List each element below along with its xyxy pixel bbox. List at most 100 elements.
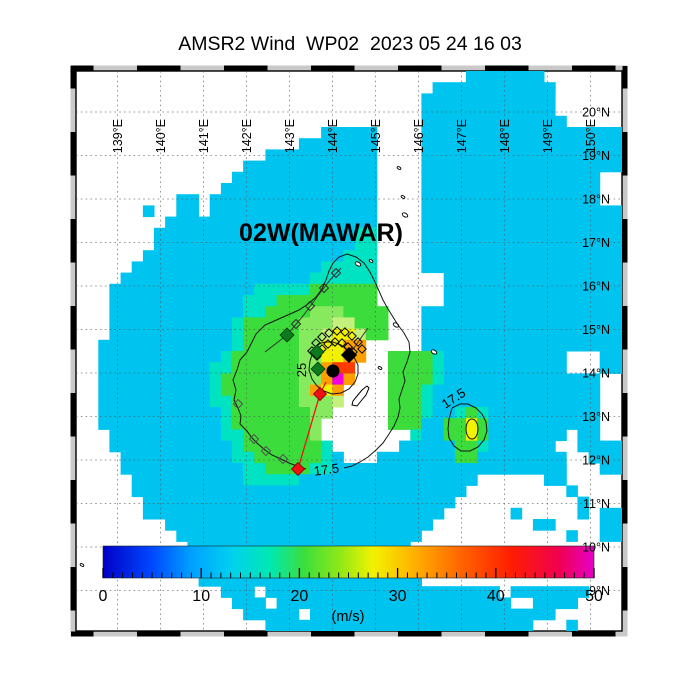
wind-cell-run [243, 295, 277, 307]
wind-cell-run [176, 205, 200, 218]
small-island-outline [430, 349, 438, 355]
analysis-position-diamond [309, 344, 325, 360]
wind-cell-run [254, 283, 311, 296]
wind-cell-run [577, 496, 589, 509]
wind-cell-run [466, 71, 545, 83]
wind-cell-run [243, 328, 300, 341]
wind-cell-run [298, 373, 322, 386]
wind-cell-run [243, 474, 300, 486]
wind-cell-run [232, 351, 300, 363]
wind-cell-run [154, 239, 356, 251]
wind-cell-run [232, 407, 311, 419]
wind-cell-run [310, 272, 378, 285]
wind-cell-run [98, 395, 211, 408]
wind-cell-run [220, 351, 233, 363]
wind-cell-run [198, 575, 422, 587]
wind-cell-run [421, 250, 622, 262]
lon-label: 143°E [283, 119, 297, 153]
wind-cell-run [321, 261, 378, 274]
wind-cell-run [432, 82, 556, 94]
wind-cell-run [109, 440, 233, 453]
wind-cell-run [232, 171, 378, 184]
wind-cell-run [332, 395, 344, 408]
lon-label: 139°E [111, 119, 125, 153]
wind-cell-run [432, 384, 601, 397]
wind-cell-run [454, 440, 478, 453]
wind-cell-run [488, 429, 567, 442]
storm-track-markers [232, 267, 369, 477]
wind-cell-run [109, 429, 222, 442]
colorbar-tick-label: 40 [487, 588, 505, 605]
wind-cell-run [421, 216, 622, 229]
wind-cell-run [510, 507, 523, 520]
wind-cell-run [466, 429, 478, 442]
wind-cell-run [421, 160, 622, 173]
wind-cell-run [454, 407, 467, 419]
wind-cell-run [265, 619, 534, 631]
small-island-outline [79, 563, 85, 567]
track-open-diamond [304, 300, 316, 312]
wind-cell-run [443, 272, 622, 285]
wind-contour-line [232, 327, 307, 470]
wind-cell-run [432, 395, 601, 408]
wind-cell-run [220, 407, 233, 419]
wind-cell-run [276, 597, 512, 610]
wind-cell-run [388, 407, 422, 419]
fix-arc-diamond [357, 344, 367, 354]
wind-cell-run [466, 407, 478, 419]
lat-label: 9°N [589, 584, 610, 598]
wind-cell-run [131, 474, 244, 486]
wind-cell-run [220, 586, 255, 598]
small-island-outline [400, 195, 406, 199]
lat-label: 17°N [582, 236, 610, 250]
wind-cell-run [332, 463, 567, 475]
wind-cell-run [421, 127, 622, 139]
wind-cell-run [421, 171, 601, 184]
wind-cell-run [443, 283, 622, 296]
wind-cell-run [142, 205, 155, 218]
wind-cell-run [577, 507, 589, 520]
colorbar-tick-label: 10 [192, 588, 210, 605]
fix-arc-diamond [332, 326, 342, 336]
lat-label: 18°N [582, 193, 610, 207]
colorbar-tick-label: 50 [585, 588, 603, 605]
wind-cell-run [310, 463, 333, 475]
wind-cell-run [298, 317, 333, 330]
wind-cell-run [466, 418, 478, 430]
fix-arc-diamond [324, 328, 334, 338]
wind-contour-line [308, 341, 359, 395]
wind-cell-run [265, 463, 311, 475]
wind-cell-run [332, 317, 356, 330]
lon-label: 146°E [412, 119, 426, 153]
wind-cell-run [109, 306, 244, 318]
wind-cell-run [454, 451, 478, 464]
wind-cell-run [599, 351, 622, 363]
wind-cell-run [232, 440, 244, 453]
wind-cell-run [443, 362, 567, 374]
lat-label: 12°N [582, 454, 610, 468]
track-open-diamond [277, 453, 289, 465]
wind-cell-run [232, 317, 244, 330]
wind-cell-run [243, 339, 300, 352]
wind-cell-run [176, 530, 422, 542]
wind-cell-run [98, 384, 211, 397]
wind-cell-run [443, 373, 601, 386]
wind-cell-run [310, 283, 378, 296]
wind-cell-run [120, 451, 233, 464]
wind-cell-run [566, 485, 578, 498]
colorbar: 0 10 20 30 40 50 [99, 545, 603, 605]
colorbar-tick-label: 0 [99, 588, 108, 605]
wind-cell-run [421, 317, 622, 330]
wind-cell-run [399, 440, 456, 453]
wind-cell-run [388, 418, 422, 430]
wind-cell-run [477, 429, 489, 442]
wind-cell-run [388, 362, 434, 374]
analysis-position-diamond [310, 361, 326, 377]
wind-cell-run [109, 283, 255, 296]
wind-cell-run [388, 384, 422, 397]
track-open-diamond [232, 398, 244, 410]
wind-cell-run [265, 306, 311, 318]
wind-cell-run [354, 328, 367, 341]
wind-cell-run [298, 362, 322, 374]
wind-cell-run [298, 351, 322, 363]
